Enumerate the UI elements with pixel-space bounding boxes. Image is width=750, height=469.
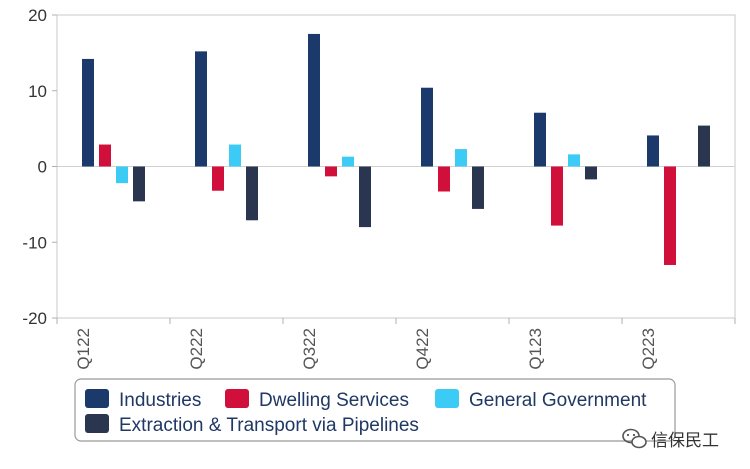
y-tick-label: 10 (28, 82, 47, 101)
bar-extraction-transport-via-pipelines-q222 (246, 166, 258, 221)
x-axis: Q122 Q222 Q322 Q422 Q123 Q223 (56, 318, 736, 370)
bar-dwelling-services-q322 (325, 166, 337, 177)
bar-dwelling-services-q222 (212, 166, 224, 191)
x-tick-label: Q122 (74, 328, 93, 370)
bar-dwelling-services-q422 (438, 166, 450, 192)
bar-extraction-transport-via-pipelines-q123 (585, 166, 597, 180)
legend-swatch-industries (85, 389, 109, 408)
y-tick-label: -20 (22, 309, 47, 328)
watermark-text: 信保民工 (651, 431, 719, 451)
legend-label-extraction-transport-via-pipelines: Extraction & Transport via Pipelines (119, 415, 419, 436)
bar-general-government-q322 (342, 156, 354, 167)
legend-label-dwelling-services: Dwelling Services (259, 390, 409, 411)
bar-extraction-transport-via-pipelines-q422 (472, 166, 484, 209)
y-tick-label: -10 (22, 233, 47, 252)
x-tick-label: Q123 (526, 328, 545, 370)
legend-label-general-government: General Government (469, 390, 647, 411)
bar-industries-q223 (647, 135, 659, 167)
y-axis: 20 10 0 -10 -20 (22, 6, 57, 328)
bar-dwelling-services-q223 (664, 166, 676, 265)
legend-swatch-general-government (435, 389, 459, 408)
bars (82, 33, 710, 265)
bar-industries-q422 (421, 87, 433, 167)
bar-general-government-q123 (568, 154, 580, 167)
bar-extraction-transport-via-pipelines-q223 (698, 125, 710, 167)
x-tick-label: Q222 (187, 328, 206, 370)
watermark: 信保民工 (622, 428, 719, 451)
bar-dwelling-services-q123 (551, 166, 563, 226)
y-tick-label: 0 (38, 158, 47, 177)
bar-industries-q122 (82, 58, 94, 167)
bar-dwelling-services-q122 (99, 144, 111, 167)
x-tick-label: Q322 (300, 328, 319, 370)
y-tick-label: 20 (28, 6, 47, 25)
legend-swatch-dwelling-services (225, 389, 249, 408)
bar-extraction-transport-via-pipelines-q122 (133, 166, 145, 202)
bar-industries-q322 (308, 33, 320, 167)
bar-industries-q123 (534, 112, 546, 167)
bar-general-government-q122 (116, 166, 128, 184)
x-tick-label: Q223 (639, 328, 658, 370)
x-tick-label: Q422 (413, 328, 432, 370)
plot-area (56, 14, 736, 319)
bar-extraction-transport-via-pipelines-q322 (359, 166, 371, 228)
legend-swatch-extraction-transport-via-pipelines (85, 414, 109, 433)
bar-general-government-q422 (455, 149, 467, 167)
legend-label-industries: Industries (119, 390, 201, 411)
legend: Industries Dwelling Services General Gover… (74, 378, 676, 442)
wechat-icon (622, 428, 647, 449)
bar-general-government-q222 (229, 144, 241, 167)
bar-industries-q222 (195, 51, 207, 167)
